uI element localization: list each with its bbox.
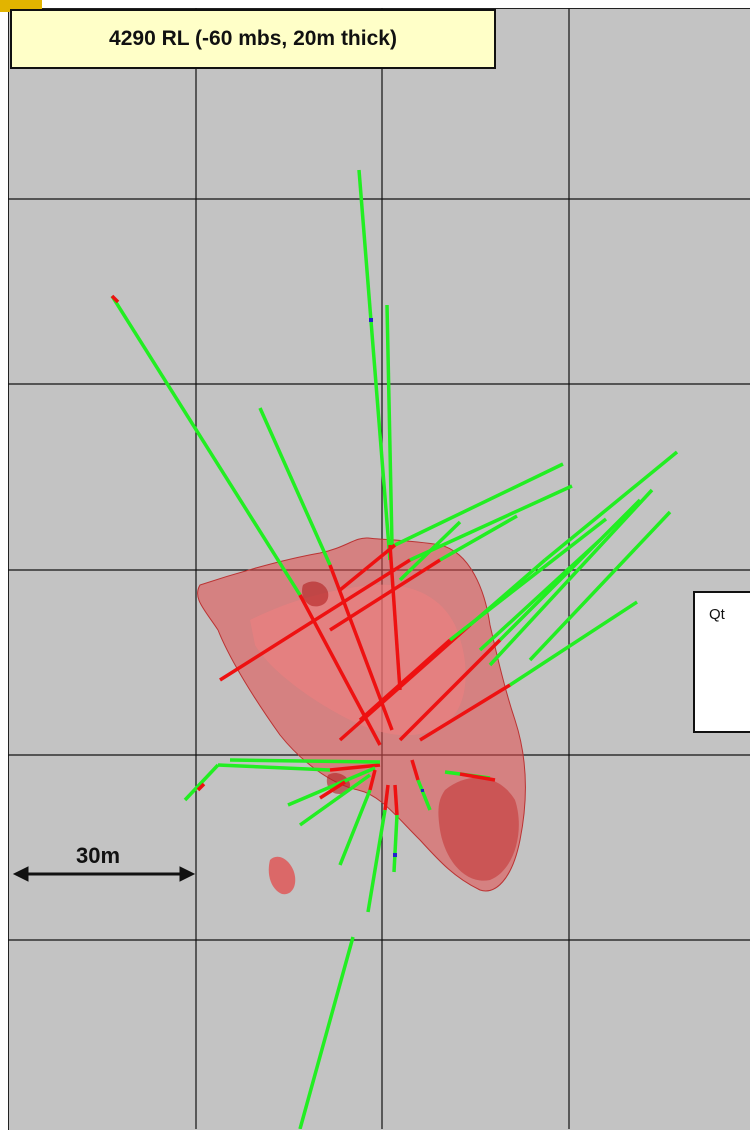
drillhole-trace [543, 450, 679, 562]
drillhole-trace [419, 683, 511, 742]
drillhole-trace [388, 544, 402, 691]
legend-label: Qt [709, 606, 725, 623]
drillhole-trace [383, 784, 390, 811]
drillhole-trace [219, 558, 411, 682]
drillhole-trace [488, 488, 654, 667]
drillhole-trace [393, 784, 399, 816]
drillhole-trace [110, 295, 302, 596]
drillhole-trace [528, 510, 672, 662]
drillhole-trace [217, 763, 331, 772]
drillhole-trace [398, 638, 502, 742]
collar-markers [369, 318, 424, 857]
orebody-lobe-lower [438, 777, 519, 881]
collar-marker [421, 789, 424, 792]
drillhole-trace [329, 558, 441, 632]
scale-bar-label: 30m [76, 843, 121, 868]
drillhole-trace [459, 772, 496, 782]
drillhole-trace [392, 814, 399, 873]
drillhole-trace [258, 407, 332, 566]
drillhole-trace [409, 484, 573, 562]
drillhole-trace [478, 538, 602, 652]
drillhole-trace [368, 769, 377, 791]
drillhole-trace [298, 936, 355, 1129]
scale-arrow-left [12, 866, 29, 882]
drillhole-trace [366, 809, 387, 913]
orebody-inner [250, 584, 466, 736]
drillhole-trace [329, 763, 381, 772]
orebody-small [268, 856, 296, 895]
orebody-shells [197, 537, 526, 895]
title-box: 4290 RL (-60 mbs, 20m thick) [10, 9, 496, 69]
drillhole-trace [498, 498, 642, 642]
collar-marker [369, 318, 373, 322]
drillhole-trace [229, 758, 381, 764]
drillhole-trace [448, 517, 608, 642]
drillhole-trace [394, 462, 564, 547]
legend-box [693, 591, 750, 733]
drillhole-trace [398, 520, 462, 582]
map-title: 4290 RL (-60 mbs, 20m thick) [109, 27, 397, 50]
collar-marker [393, 853, 397, 857]
drillhole-trace [319, 780, 346, 800]
grid [8, 8, 750, 1129]
scale-arrow-right [179, 866, 196, 882]
drillhole-trace [358, 638, 452, 722]
drillhole-trace [416, 779, 432, 811]
drillhole-trace [410, 759, 420, 781]
drillhole-trace [196, 782, 206, 792]
drillhole-trace [509, 600, 638, 687]
drillhole-trace [439, 514, 518, 562]
drillhole-trace [110, 294, 120, 304]
drillhole-trace [338, 543, 397, 592]
drillhole-trace [338, 789, 372, 866]
orebody-pod [302, 581, 329, 607]
drillhole-trace [357, 169, 392, 561]
drillhole-trace [298, 773, 372, 827]
scale-bar [12, 866, 196, 882]
drillhole-trace [183, 763, 220, 802]
drillhole-trace [287, 766, 376, 807]
drillholes [110, 169, 679, 1129]
drillhole-trace [385, 304, 394, 546]
